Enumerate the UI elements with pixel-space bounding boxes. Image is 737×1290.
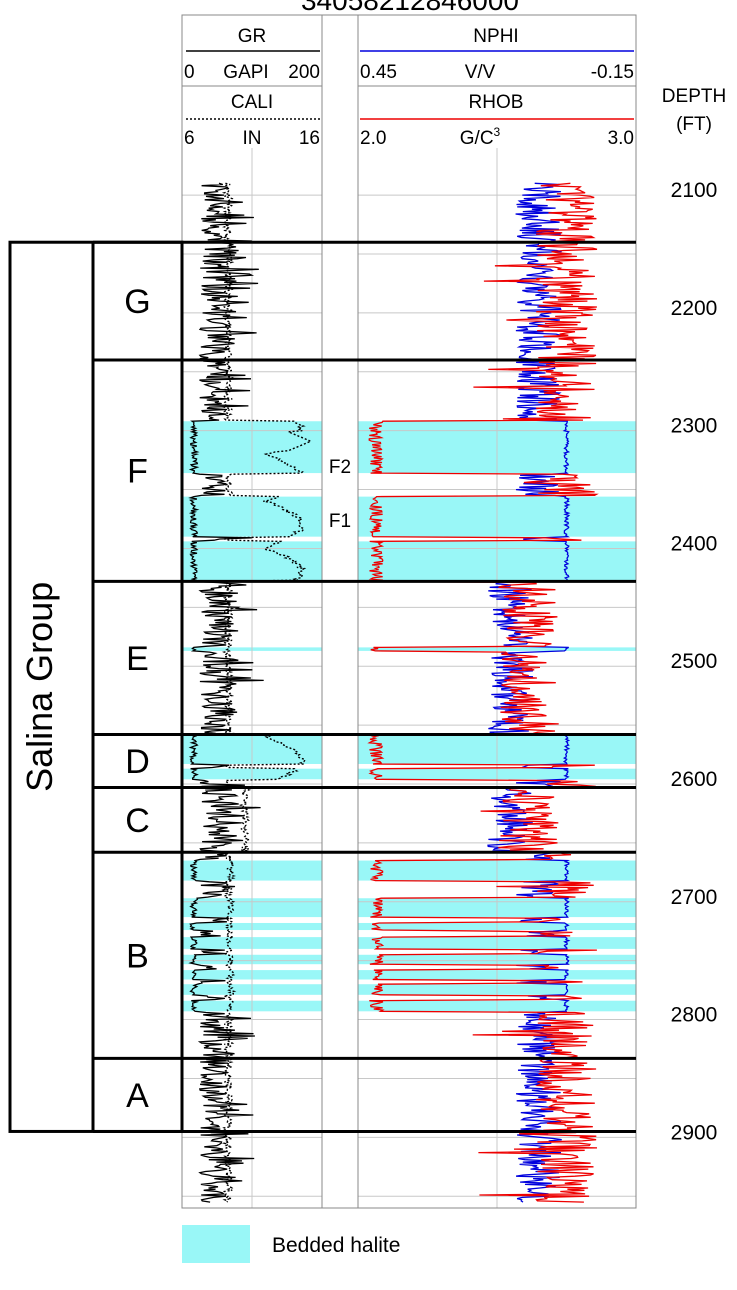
depth-axis-label-top: DEPTH (662, 86, 726, 107)
rhob-unit-label: G/C3 (460, 125, 501, 149)
unit-label-b: B (126, 937, 149, 975)
depth-tick-2500: 2500 (671, 650, 718, 673)
depth-tick-2100: 2100 (671, 179, 718, 202)
nphi-min-label: 0.45 (360, 62, 397, 83)
cali-track-name: CALI (231, 92, 273, 113)
depth-axis-label-bottom: (FT) (676, 114, 712, 135)
rhob-curve (367, 182, 599, 1203)
gr-track-name: GR (238, 26, 267, 47)
log-curves (188, 182, 599, 1203)
annotation-f2: F2 (329, 457, 351, 478)
unit-label-g: G (124, 283, 150, 321)
unit-label-a: A (126, 1077, 149, 1115)
annotation-f1: F1 (329, 511, 351, 532)
depth-tick-2900: 2900 (671, 1121, 718, 1144)
unit-label-d: D (125, 743, 150, 781)
rhob-track-name: RHOB (469, 92, 524, 113)
nphi-max-label: -0.15 (591, 62, 634, 83)
zone-column: G F E DC B A Salina Group (8, 240, 636, 1133)
nphi-unit-label: V/V (465, 62, 496, 83)
depth-tick-2600: 2600 (671, 768, 718, 791)
depth-tick-labels: 2100 2200 2300 2400 2500 2600 2700 2800 2900 (671, 179, 718, 1144)
group-label: Salina Group (19, 582, 60, 792)
unit-label-c: C (125, 802, 150, 840)
rhob-unit-exponent: 3 (494, 125, 501, 139)
rhob-max-label: 3.0 (608, 128, 634, 149)
unit-label-e: E (126, 640, 149, 678)
rhob-min-label: 2.0 (360, 128, 386, 149)
annotations: F2 F1 (329, 457, 351, 532)
unit-label-f: F (127, 453, 148, 491)
cali-unit-label: IN (243, 128, 262, 149)
gr-min-label: 0 (184, 62, 195, 83)
legend-swatch-bedded-halite (182, 1225, 250, 1263)
chart-title: 34058212846000 (301, 0, 519, 16)
depth-tick-2700: 2700 (671, 886, 718, 909)
track-frames (181, 14, 637, 1209)
gr-unit-label: GAPI (223, 62, 268, 83)
track-headers: 34058212846000 GR 0 GAPI 200 CALI 6 IN 1… (184, 0, 726, 149)
nphi-track-name: NPHI (473, 26, 518, 47)
depth-tick-2300: 2300 (671, 415, 718, 438)
track-frame-depth (321, 14, 359, 1209)
cali-min-label: 6 (184, 128, 195, 149)
gr-max-label: 200 (288, 62, 320, 83)
rhob-unit-base: G/C (460, 128, 494, 149)
cali-max-label: 16 (299, 128, 320, 149)
depth-tick-2800: 2800 (671, 1004, 718, 1027)
cali-curve (221, 182, 313, 1203)
depth-tick-2400: 2400 (671, 532, 718, 555)
track-frame-nphi-rhob (357, 14, 637, 1209)
legend-label-bedded-halite: Bedded halite (272, 1234, 400, 1257)
depth-tick-2200: 2200 (671, 297, 718, 320)
gr-curve (188, 182, 264, 1203)
grid-lines (182, 148, 636, 1208)
legend: Bedded halite (182, 1225, 400, 1263)
